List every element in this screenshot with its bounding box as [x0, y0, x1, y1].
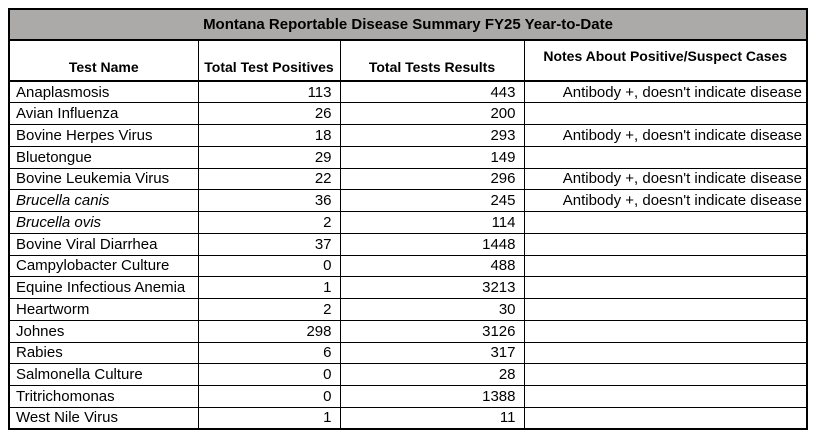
cell-total-test-positives: 37: [197, 232, 341, 256]
cell-note: [523, 145, 808, 169]
table-row: Equine Infectious Anemia 1 3213: [8, 276, 808, 299]
table-row: Bovine Viral Diarrhea 37 1448: [8, 232, 808, 256]
cell-test-name: Bluetongue: [8, 145, 199, 169]
table-row: Avian Influenza 26 200: [8, 102, 808, 125]
table-row: Brucella canis 36 245 Antibody +, doesn't i…: [8, 189, 808, 212]
cell-total-tests-results: 317: [339, 341, 525, 365]
column-header-total-tests-results: Total Tests Results: [339, 39, 525, 82]
cell-total-tests-results: 149: [339, 145, 525, 169]
cell-total-test-positives: 0: [197, 254, 341, 278]
cell-total-test-positives: 29: [197, 145, 341, 169]
cell-test-name: Salmonella Culture: [8, 363, 199, 386]
table-row: Anaplasmosis 113 443 Antibody +, doesn't in…: [8, 80, 808, 104]
cell-test-name: Heartworm: [8, 298, 199, 321]
cell-test-name: Tritrichomonas: [8, 385, 199, 408]
cell-total-tests-results: 443: [339, 80, 525, 104]
cell-note: [523, 211, 808, 234]
cell-note: Antibody +, doesn't indicate disease: [523, 167, 808, 191]
cell-total-test-positives: 18: [197, 124, 341, 147]
cell-total-test-positives: 1: [197, 406, 341, 430]
table-row: Campylobacter Culture 0 488: [8, 254, 808, 278]
cell-note: Antibody +, doesn't indicate disease: [523, 189, 808, 212]
table-row: Heartworm 2 30: [8, 298, 808, 321]
cell-total-test-positives: 0: [197, 363, 341, 386]
table-row: Bluetongue 29 149: [8, 145, 808, 169]
cell-total-tests-results: 11: [339, 406, 525, 430]
table-row: Brucella ovis 2 114: [8, 211, 808, 234]
cell-total-test-positives: 36: [197, 189, 341, 212]
cell-test-name: Bovine Herpes Virus: [8, 124, 199, 147]
cell-test-name: West Nile Virus: [8, 406, 199, 430]
cell-test-name: Bovine Leukemia Virus: [8, 167, 199, 191]
cell-note: [523, 232, 808, 256]
cell-test-name: Brucella canis: [8, 189, 199, 212]
cell-note: [523, 406, 808, 430]
table-row: Bovine Leukemia Virus 22 296 Antibody +, do…: [8, 167, 808, 191]
table-row: Rabies 6 317: [8, 341, 808, 365]
cell-total-tests-results: 488: [339, 254, 525, 278]
cell-total-tests-results: 296: [339, 167, 525, 191]
cell-total-test-positives: 6: [197, 341, 341, 365]
cell-test-name: Johnes: [8, 319, 199, 343]
cell-total-test-positives: 1: [197, 276, 341, 299]
cell-total-test-positives: 2: [197, 298, 341, 321]
cell-total-test-positives: 298: [197, 319, 341, 343]
cell-total-test-positives: 2: [197, 211, 341, 234]
table-row: Johnes 298 3126: [8, 319, 808, 343]
cell-total-tests-results: 1388: [339, 385, 525, 408]
cell-total-tests-results: 3213: [339, 276, 525, 299]
cell-total-test-positives: 26: [197, 102, 341, 125]
table-body: Anaplasmosis 113 443 Antibody +, doesn't in…: [8, 80, 808, 430]
cell-total-test-positives: 0: [197, 385, 341, 408]
column-header-total-test-positives: Total Test Positives: [197, 39, 341, 82]
cell-total-tests-results: 293: [339, 124, 525, 147]
cell-test-name: Campylobacter Culture: [8, 254, 199, 278]
cell-test-name: Anaplasmosis: [8, 80, 199, 104]
table-title-row: Montana Reportable Disease Summary FY25 …: [9, 9, 807, 41]
cell-note: [523, 102, 808, 125]
cell-note: [523, 276, 808, 299]
cell-test-name: Avian Influenza: [8, 102, 199, 125]
cell-total-tests-results: 30: [339, 298, 525, 321]
cell-note: [523, 341, 808, 365]
cell-note: [523, 298, 808, 321]
cell-test-name: Rabies: [8, 341, 199, 365]
cell-test-name: Bovine Viral Diarrhea: [8, 232, 199, 256]
table-row: Salmonella Culture 0 28: [8, 363, 808, 386]
cell-total-test-positives: 22: [197, 167, 341, 191]
cell-test-name: Equine Infectious Anemia: [8, 276, 199, 299]
column-header-notes: Notes About Positive/Suspect Cases: [523, 39, 808, 82]
cell-note: [523, 319, 808, 343]
disease-summary-table: Montana Reportable Disease Summary FY25 …: [8, 8, 808, 430]
table-row: Tritrichomonas 0 1388: [8, 385, 808, 408]
cell-total-tests-results: 1448: [339, 232, 525, 256]
cell-note: Antibody +, doesn't indicate disease: [523, 80, 808, 104]
cell-total-test-positives: 113: [197, 80, 341, 104]
table-header-row: Test Name Total Test Positives Total Tes…: [8, 39, 808, 82]
cell-test-name: Brucella ovis: [8, 211, 199, 234]
cell-note: [523, 363, 808, 386]
table-row: West Nile Virus 1 11: [8, 406, 808, 430]
cell-total-tests-results: 3126: [339, 319, 525, 343]
cell-note: [523, 385, 808, 408]
cell-total-tests-results: 28: [339, 363, 525, 386]
table-title: Montana Reportable Disease Summary FY25 …: [9, 9, 807, 41]
table-row: Bovine Herpes Virus 18 293 Antibody +, does…: [8, 124, 808, 147]
cell-total-tests-results: 114: [339, 211, 525, 234]
cell-note: [523, 254, 808, 278]
cell-total-tests-results: 245: [339, 189, 525, 212]
cell-note: Antibody +, doesn't indicate disease: [523, 124, 808, 147]
cell-total-tests-results: 200: [339, 102, 525, 125]
column-header-test-name: Test Name: [8, 39, 199, 82]
